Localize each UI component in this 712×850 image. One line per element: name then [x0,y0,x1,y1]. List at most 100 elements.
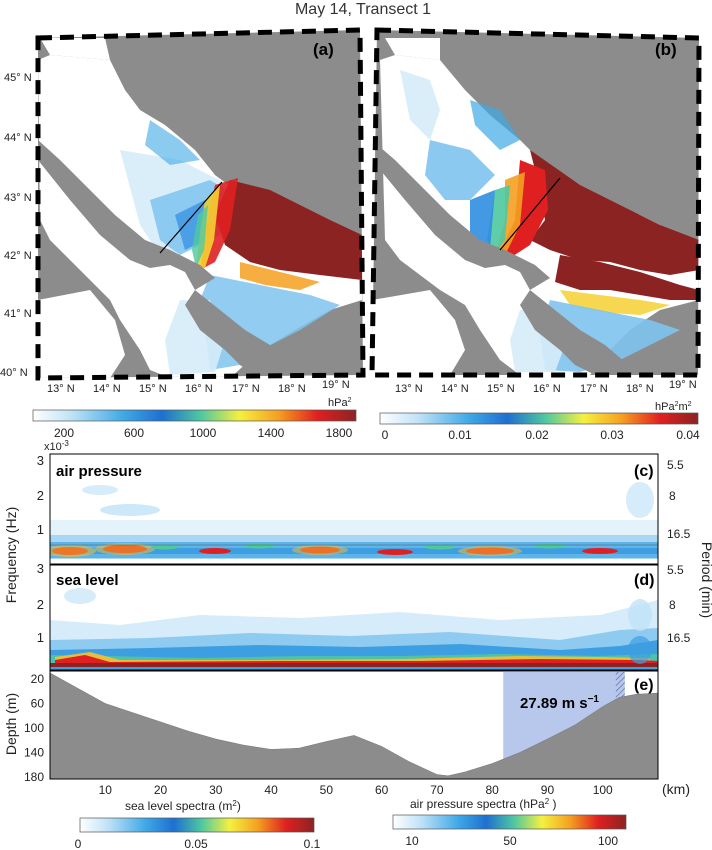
freq-tick: 1 [37,522,44,537]
colorbar-sea-level-label: sea level spectra (m2) [125,799,241,813]
colorbar-sea-level: sea level spectra (m2) 0 0.05 0.1 [75,799,321,850]
lon-label: 13° N [47,383,75,395]
bathymetry-profile [49,672,659,780]
longitude-labels-b: 13° N 14° N 15° N 16° N 17° N 18° N 19° … [395,379,697,395]
freq-tick: 1 [37,630,44,645]
colorbar-b: hPa2m2 0 0.01 0.02 0.03 0.04 [379,401,700,442]
panel-d-title: sea level [56,572,119,589]
colorbar-sea-level-tick: 0.1 [304,837,321,850]
distance-tick: 70 [430,783,444,797]
period-tick: 5.5 [667,563,684,577]
lon-label: 15° N [139,383,167,395]
map-panel-a: (a) [35,27,366,381]
period-tick: 16.5 [667,631,691,645]
period-tick: 16.5 [667,527,691,541]
freq-tick: 2 [37,597,44,612]
wind-speed-annotation: 27.89 m s−1 [520,694,599,712]
figure-title: May 14, Transect 1 [295,1,431,18]
colorbar-a-tick: 600 [124,426,144,440]
period-tick: 8 [669,598,676,612]
distance-tick: 100 [593,783,613,797]
panel-c-title: air pressure [56,463,142,480]
depth-tick: 60 [31,697,45,711]
lon-label: 16° N [185,383,213,395]
lon-label: 14° N [441,383,469,395]
distance-tick: 40 [264,783,278,797]
panel-label-d: (d) [634,572,654,589]
frequency-axis-label: Frequency (Hz) [3,507,19,603]
distance-tick: 50 [320,783,334,797]
lat-label: 41° N [4,308,32,320]
lon-label: 14° N [93,383,121,395]
distance-axis-label: (km) [662,781,690,797]
lon-label: 17° N [580,383,608,395]
depth-axis: 20 60 100 140 180 [24,672,44,784]
panel-label-a: (a) [313,40,334,59]
colorbar-sea-level-tick: 0.05 [184,837,208,850]
depth-tick: 20 [31,672,45,686]
lat-label: 40° N [0,367,28,379]
lon-label: 19° N [322,379,350,391]
colorbar-air-pressure: air pressure spectra (hPa2 ) 10 50 100 [392,797,627,848]
colorbar-b-tick: 0.01 [448,428,472,442]
lon-label: 15° N [487,383,515,395]
lon-label: 18° N [278,383,306,395]
colorbar-a-tick: 1000 [190,426,217,440]
map-frame-a [35,27,366,381]
distance-tick: 90 [541,783,555,797]
colorbar-b-tick: 0.03 [600,428,624,442]
panel-label-b: (b) [655,40,677,59]
depth-axis-label: Depth (m) [3,693,19,755]
depth-tick: 180 [24,770,44,784]
lon-label: 18° N [626,383,654,395]
panel-c-air-pressure: air pressure (c) [49,453,659,565]
panel-d-sea-level: sea level (d) [49,564,659,671]
depth-tick: 140 [24,746,44,760]
panel-label-c: (c) [634,463,654,480]
colorbar-a-tick: 200 [54,426,74,440]
lat-label: 42° N [4,250,32,262]
colorbar-air-pressure-tick: 100 [598,834,618,848]
distance-tick: 80 [486,783,500,797]
lat-label: 44° N [4,132,32,144]
freq-multiplier: x10-3 [44,439,69,453]
distance-tick: 10 [99,783,113,797]
panel-e-bathymetry: 27.89 m s−1 (e) [49,670,659,780]
colorbar-a: hPa2 200 600 1000 1400 1800 [32,397,357,440]
distance-tick: 20 [154,783,168,797]
depth-tick: 100 [24,721,44,735]
frequency-axis: x10-3 3 2 1 3 2 1 [37,439,70,645]
colorbar-a-tick: 1800 [326,426,353,440]
colorbar-a-unit: hPa2 [328,397,352,409]
map-frame-b [369,27,702,378]
lon-label: 16° N [533,383,561,395]
period-tick: 8 [669,489,676,503]
lon-label: 13° N [395,383,423,395]
panel-label-e: (e) [634,677,654,694]
lat-label: 45° N [4,72,32,84]
colorbar-b-tick: 0.02 [525,428,549,442]
colorbar-air-pressure-label: air pressure spectra (hPa2 ) [410,797,557,811]
lon-label: 19° N [669,379,697,391]
colorbar-sea-level-tick: 0 [75,837,82,850]
period-axis-label: Period (min) [699,542,712,618]
period-axis: 5.5 8 16.5 5.5 8 16.5 [667,458,691,645]
longitude-labels-a: 13° N 14° N 15° N 16° N 17° N 18° N 19° … [47,379,350,395]
freq-tick: 3 [37,561,44,576]
colorbar-b-tick: 0 [382,428,389,442]
freq-tick: 2 [37,488,44,503]
map-panel-b: (b) [369,27,702,378]
distance-axis: 10 20 30 40 50 60 70 80 90 100 [99,783,613,797]
distance-tick: 60 [375,783,389,797]
freq-tick: 3 [37,453,44,468]
distance-tick: 30 [209,783,223,797]
lon-label: 17° N [232,383,260,395]
colorbar-b-unit: hPa2m2 [655,401,692,413]
period-tick: 5.5 [667,458,684,472]
colorbar-a-tick: 1400 [258,426,285,440]
latitude-labels: 45° N 44° N 43° N 42° N 41° N 40° N [0,72,32,379]
lat-label: 43° N [4,192,32,204]
colorbar-b-tick: 0.04 [676,428,700,442]
colorbar-air-pressure-tick: 50 [503,834,517,848]
